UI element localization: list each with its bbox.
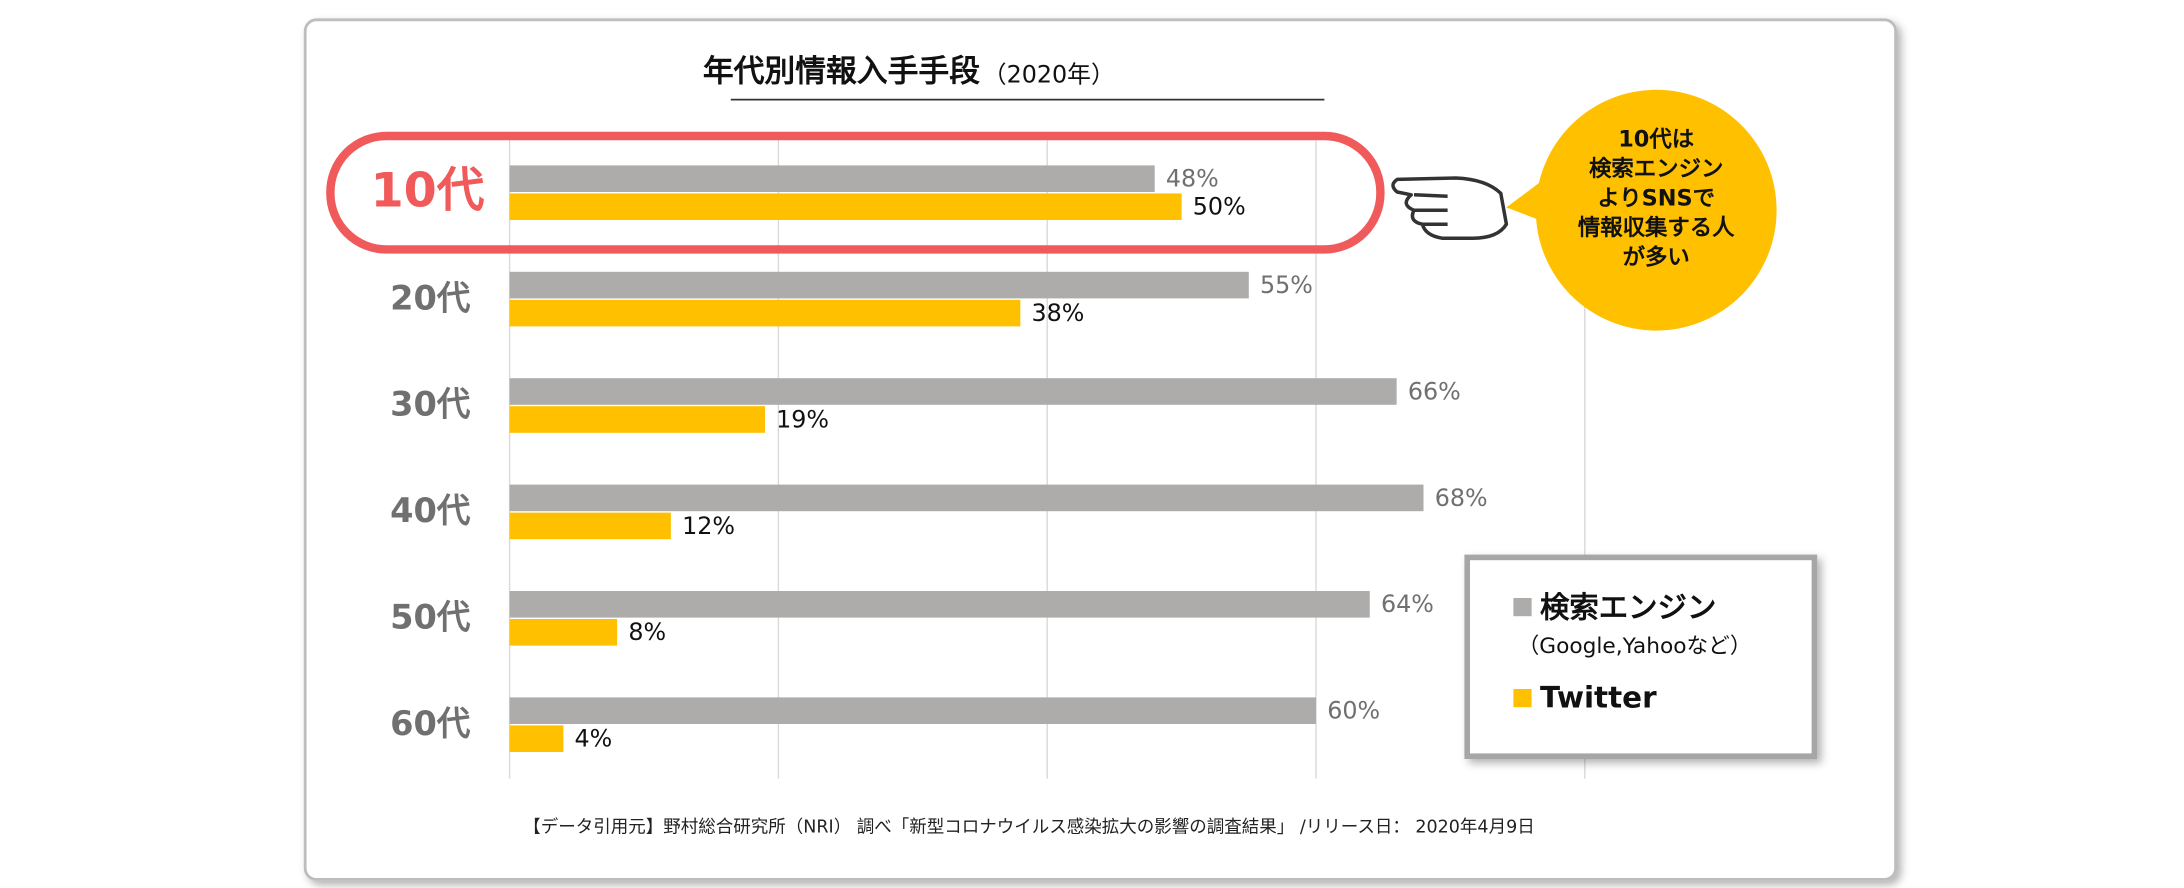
bar (509, 271, 1249, 299)
bar (509, 619, 618, 646)
category-label: 30代 (390, 385, 471, 424)
callout (1506, 89, 1777, 331)
value-label: 55% (1260, 271, 1313, 299)
bar (509, 484, 1424, 512)
callout-line: 10代は (1618, 127, 1694, 153)
category-label: 10代 (371, 163, 485, 218)
value-label: 68% (1435, 484, 1488, 512)
bar (509, 725, 564, 752)
legend-swatch (1513, 689, 1532, 708)
hand-icon (1391, 176, 1509, 240)
value-label: 38% (1032, 299, 1085, 327)
callout-line: よりSNSで (1597, 186, 1715, 212)
value-label: 50% (1193, 193, 1246, 221)
value-label: 60% (1327, 697, 1380, 725)
category-label: 40代 (390, 491, 471, 530)
plot: 10代 48%50% 20代 55% 38% 30代 66% 19% 40代 68% 12% 50代 6… (326, 131, 1586, 779)
category-label: 50代 (390, 598, 471, 637)
category-label: 60代 (390, 704, 471, 743)
bar (509, 406, 765, 433)
bar (509, 512, 671, 540)
legend-box (1464, 554, 1818, 759)
bar (509, 299, 1021, 327)
category-label: 20代 (390, 278, 471, 317)
value-label: 12% (682, 512, 735, 540)
legend-label: 検索エンジン (1540, 591, 1716, 625)
source-note: 【データ引用元】野村総合研究所（NRI） 調べ「新型コロナウイルス感染拡大の影響… (523, 817, 1534, 838)
value-label: 4% (575, 725, 613, 753)
bar (509, 193, 1182, 220)
chart-subtitle: （2020年） (983, 60, 1115, 88)
bar (509, 165, 1155, 192)
callout-bubble (1535, 89, 1777, 331)
callout-line: 情報収集する人 (1578, 214, 1735, 241)
bar (509, 378, 1397, 405)
legend: 検索エンジン （Google,Yahooなど） Twitter (1513, 591, 1752, 714)
legend-label: Twitter (1540, 680, 1657, 714)
legend-note: （Google,Yahooなど） (1518, 634, 1752, 659)
bar (509, 697, 1317, 724)
highlight-frame (326, 131, 1385, 254)
chart-title: 年代別情報入手手段 (703, 53, 980, 89)
value-label: 19% (776, 405, 829, 433)
legend-swatch (1513, 598, 1532, 617)
callout-line: 検索エンジン (1589, 156, 1723, 182)
value-label: 8% (628, 618, 666, 646)
callout-tail (1506, 182, 1543, 222)
callout-line: が多い (1623, 243, 1690, 270)
value-label: 48% (1166, 165, 1219, 193)
value-label: 64% (1381, 590, 1434, 618)
value-label: 66% (1408, 377, 1461, 405)
bar (509, 591, 1370, 618)
